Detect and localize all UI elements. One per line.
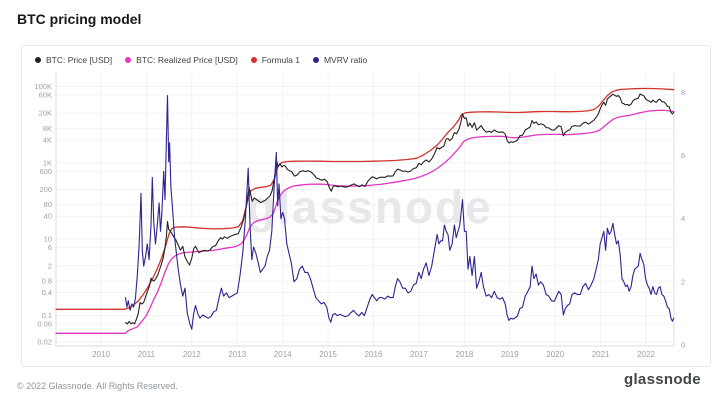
y-axis-left-tick-label: 4K — [43, 135, 52, 144]
x-axis-tick-label: 2014 — [274, 350, 292, 359]
series-formula-1 — [55, 87, 675, 310]
y-axis-right-tick-label: 6 — [681, 151, 685, 160]
y-axis-left-tick-label: 1K — [43, 158, 52, 167]
legend-label: BTC: Price [USD] — [46, 55, 113, 65]
x-axis-tick-label: 2016 — [365, 350, 383, 359]
y-axis-left-tick-label: 10 — [44, 235, 52, 244]
glassnode-logo: glassnode — [624, 371, 701, 388]
legend-item-0[interactable]: BTC: Price [USD] — [35, 55, 112, 65]
legend-dot-icon — [312, 57, 319, 63]
y-axis-left-tick-label: 80 — [44, 200, 52, 209]
series-mvrv-ratio — [124, 94, 675, 330]
y-axis-left-tick-label: 40 — [44, 212, 52, 221]
y-axis-right-tick-label: 8 — [681, 88, 685, 97]
legend-item-1[interactable]: BTC: Realized Price [USD] — [125, 55, 238, 65]
chart-legend: BTC: Price [USD] BTC: Realized Price [USD… — [35, 55, 367, 65]
legend-dot-icon — [250, 57, 257, 63]
y-axis-left-tick-label: 200 — [39, 185, 52, 194]
glassnode-watermark: glassnode — [247, 181, 493, 233]
y-axis-left-tick-label: 2 — [48, 261, 52, 270]
y-axis-left-tick-label: 0.8 — [42, 277, 52, 286]
x-axis-tick-label: 2018 — [456, 350, 474, 359]
legend-label: Formula 1 — [261, 55, 300, 65]
page-title: BTC pricing model — [17, 11, 142, 27]
x-axis-tick-label: 2021 — [592, 350, 610, 359]
chart-card: BTC: Price [USD] BTC: Realized Price [USD… — [21, 45, 711, 367]
legend-dot-icon — [125, 57, 132, 63]
legend-label: BTC: Realized Price [USD] — [136, 55, 238, 65]
y-axis-left-tick-label: 0.1 — [42, 311, 52, 320]
legend-dot-icon — [35, 57, 41, 63]
x-axis-tick-label: 2017 — [410, 350, 428, 359]
x-axis-tick-label: 2012 — [183, 350, 201, 359]
x-axis-tick-label: 2015 — [319, 350, 337, 359]
x-axis-tick-label: 2019 — [501, 350, 519, 359]
y-axis-left-tick-label: 600 — [39, 167, 52, 176]
legend-item-2[interactable]: Formula 1 — [250, 55, 300, 65]
y-axis-left-tick-label: 0.4 — [42, 288, 52, 297]
y-axis-right-tick-label: 0 — [681, 341, 685, 350]
y-axis-left-tick-label: 100K — [34, 82, 52, 91]
y-axis-left-tick-label: 20K — [39, 109, 52, 118]
y-axis-right-tick-label: 2 — [681, 277, 685, 286]
x-axis-tick-label: 2011 — [138, 350, 156, 359]
chart-svg[interactable]: 100K60K20K8K4K1K600200804010620.80.40.10… — [22, 46, 712, 368]
x-axis-tick-label: 2020 — [546, 350, 564, 359]
legend-item-3[interactable]: MVRV ratio — [312, 55, 368, 65]
y-axis-left-tick-label: 8K — [43, 124, 52, 133]
y-axis-left-tick-label: 6 — [48, 243, 52, 252]
series-btc-price-usd- — [124, 93, 675, 325]
y-axis-right-tick-label: 4 — [681, 214, 685, 223]
legend-label: MVRV ratio — [323, 55, 368, 65]
x-axis-tick-label: 2010 — [92, 350, 110, 359]
x-axis-tick-label: 2022 — [637, 350, 655, 359]
y-axis-left-tick-label: 0.06 — [37, 319, 52, 328]
y-axis-left-tick-label: 60K — [39, 91, 52, 100]
x-axis-tick-label: 2013 — [228, 350, 246, 359]
y-axis-left-tick-label: 0.02 — [37, 338, 52, 347]
copyright-text: © 2022 Glassnode. All Rights Reserved. — [17, 381, 178, 391]
